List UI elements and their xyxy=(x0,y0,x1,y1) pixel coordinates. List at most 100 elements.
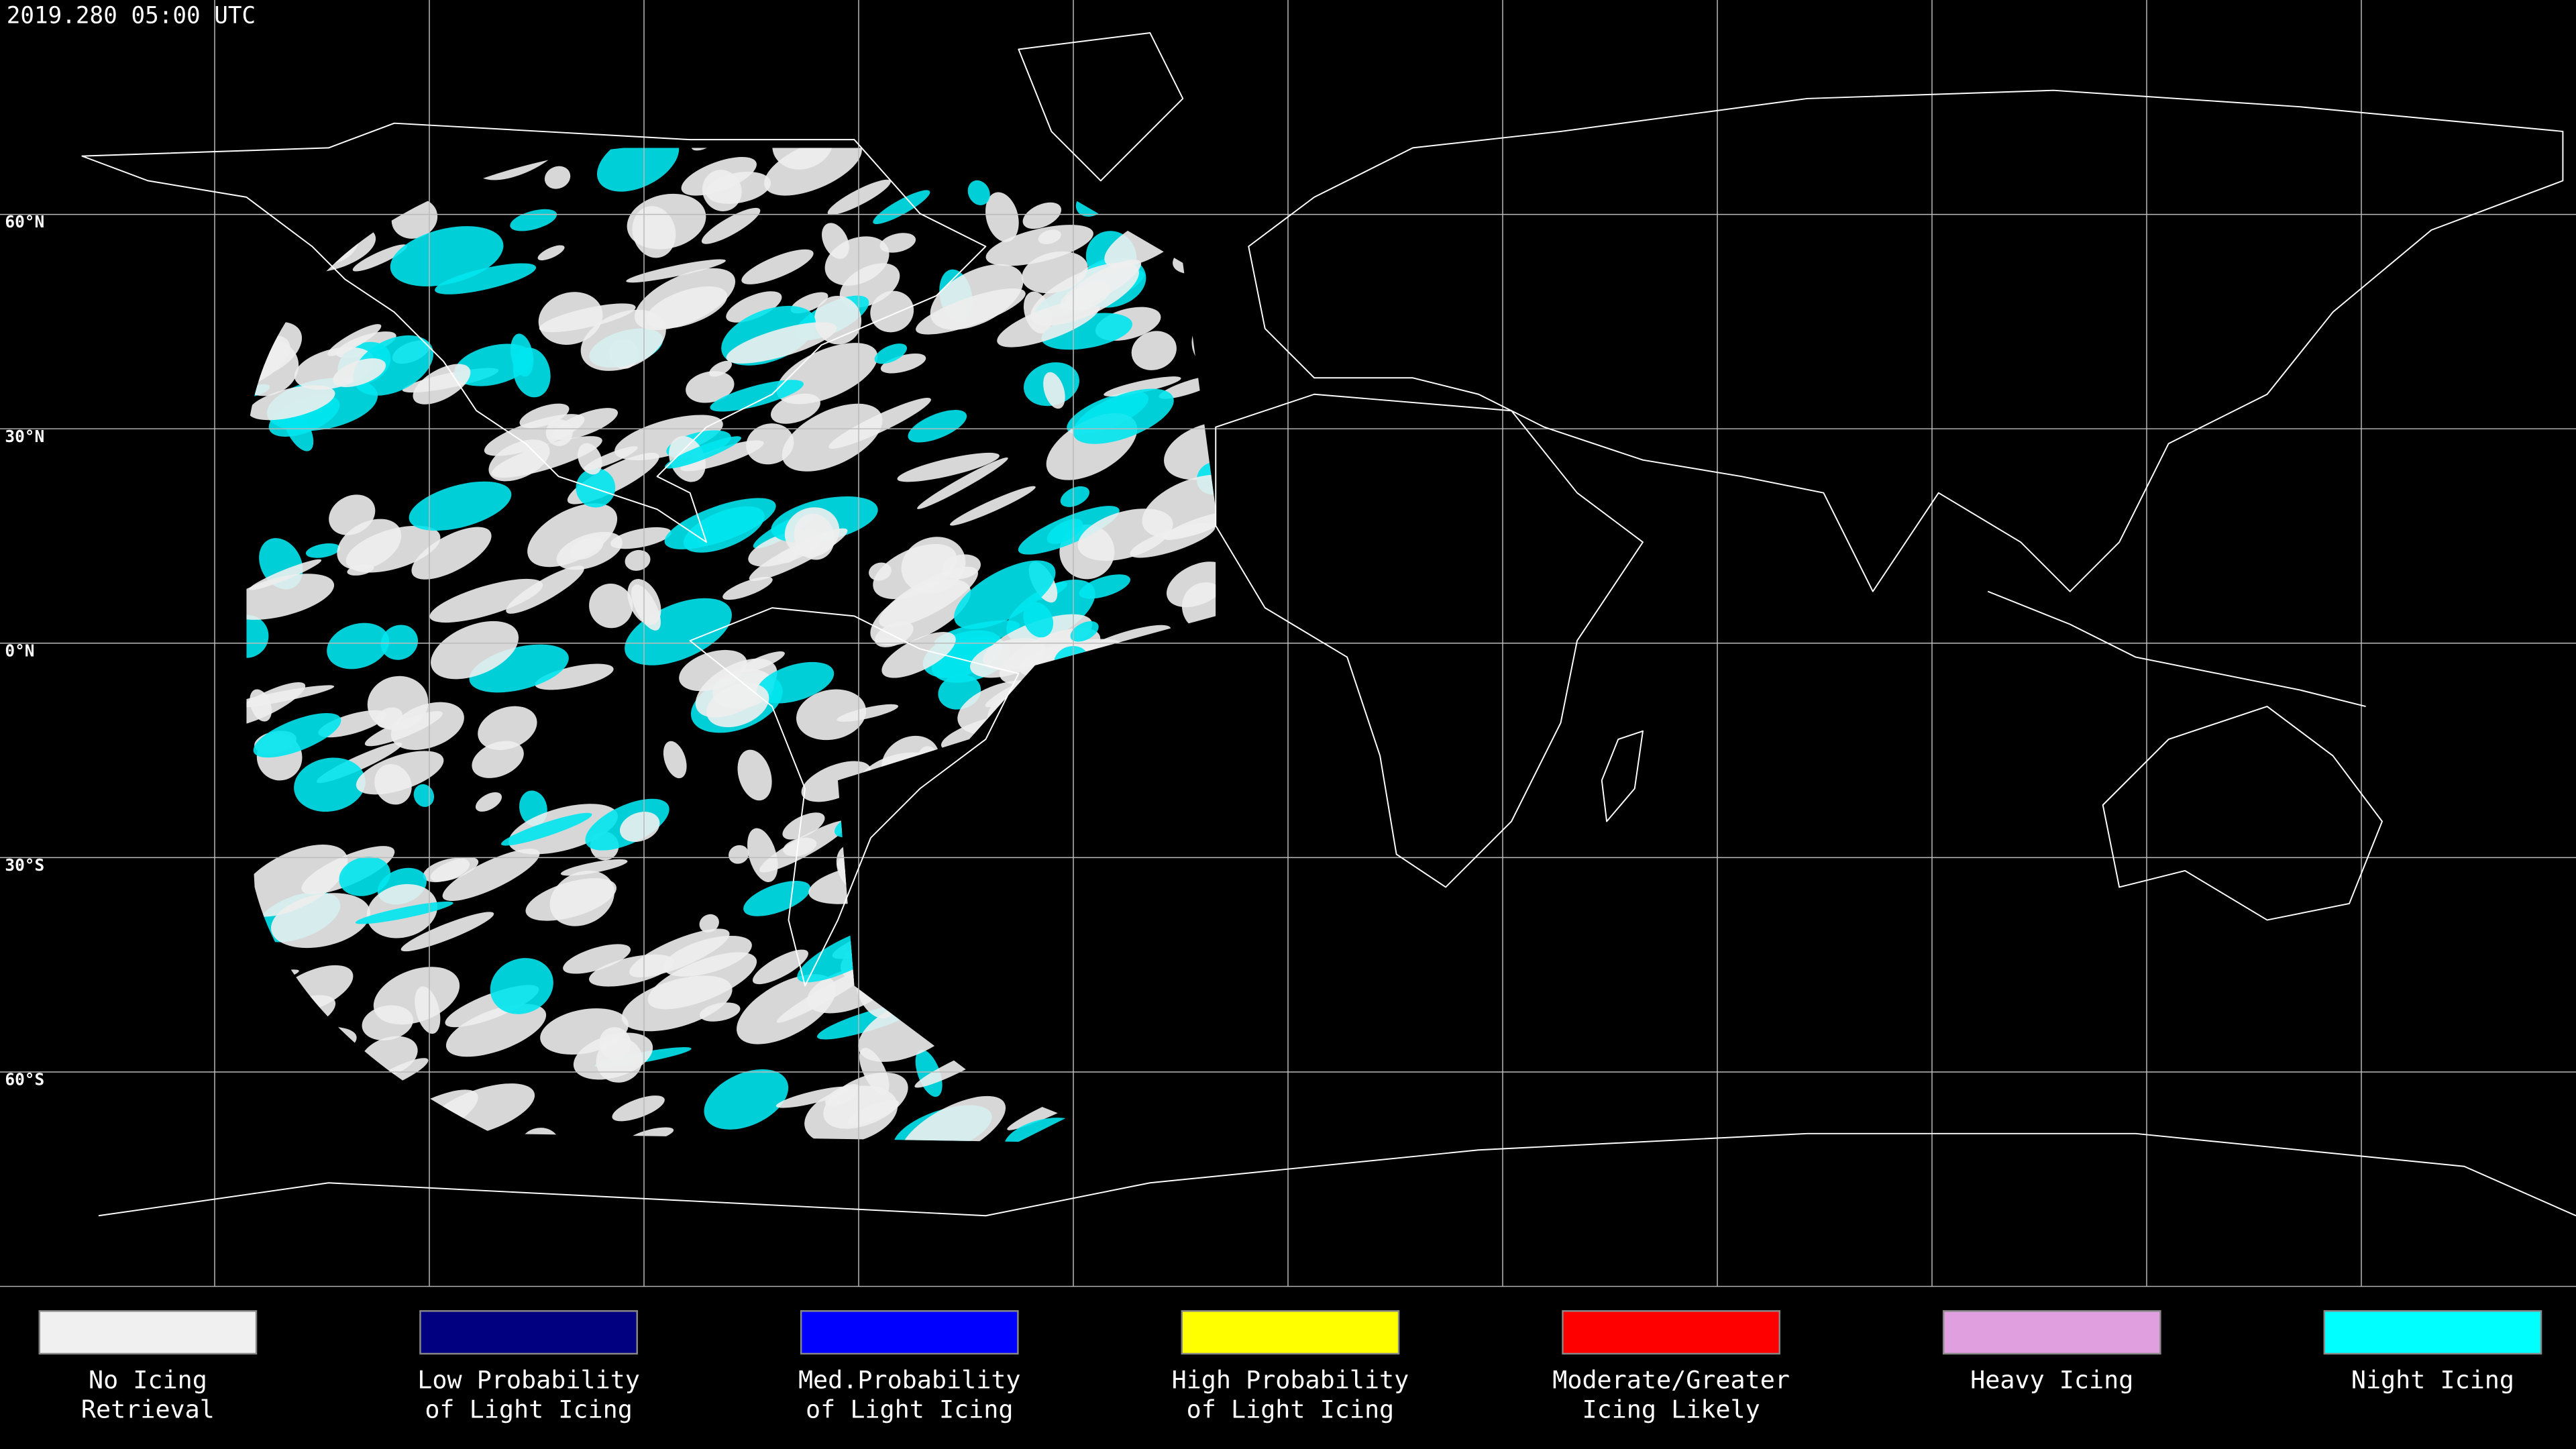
cloud-patch xyxy=(908,410,967,443)
cloud-patch xyxy=(686,371,735,403)
cloud-patch xyxy=(569,537,604,560)
legend-label: No Icing xyxy=(89,1365,207,1394)
latitude-label: 60°S xyxy=(5,1070,44,1089)
cloud-patch xyxy=(680,440,764,472)
coastline xyxy=(1601,730,1644,822)
cloud-patch xyxy=(752,949,808,985)
cloud-patch xyxy=(726,291,782,323)
cloud-patch xyxy=(847,1099,900,1125)
cloud-patch xyxy=(490,958,553,1014)
cloud-patch xyxy=(701,207,761,244)
cloud-patch xyxy=(429,578,543,623)
cloud-patch xyxy=(294,757,366,812)
cloud-patch xyxy=(347,564,374,576)
cloud-patch xyxy=(362,1005,413,1040)
legend-label: of Light Icing xyxy=(425,1395,633,1424)
cloud-patch xyxy=(411,527,492,580)
cloud-patch xyxy=(627,193,706,250)
cloud-patch xyxy=(353,335,434,396)
cloud-patch xyxy=(364,711,443,747)
legend-label: High Probability xyxy=(1172,1365,1409,1394)
cloud-patch xyxy=(1181,582,1216,632)
cloud-patch xyxy=(246,682,306,727)
cloud-patch xyxy=(873,190,930,225)
cloud-patch xyxy=(743,880,811,916)
cloud-patch xyxy=(663,741,687,779)
cloud-patch xyxy=(880,353,926,374)
cloud-patch xyxy=(699,914,719,932)
cloud-patch xyxy=(560,859,628,876)
cloud-patch xyxy=(916,288,1026,335)
cloud-patch xyxy=(626,259,726,283)
legend-swatch xyxy=(419,1310,638,1355)
latitude-label: 0°N xyxy=(5,641,34,660)
cloud-patch xyxy=(665,436,741,469)
cloud-patch xyxy=(355,901,453,924)
cloud-patch xyxy=(415,986,441,1034)
cloud-patch xyxy=(535,663,614,690)
cloud-patch xyxy=(702,170,742,211)
cloud-patch xyxy=(435,263,537,294)
cloud-patch xyxy=(539,303,636,333)
cloud-patch xyxy=(1142,474,1216,539)
cloud-patch xyxy=(647,952,757,1010)
cloud-patch xyxy=(431,621,519,680)
cloud-patch xyxy=(246,614,269,658)
latitude-labels: 60°N 30°N 0°N 30°S 60°S xyxy=(5,212,44,1089)
cloud-patch xyxy=(827,179,891,215)
cloud-patch xyxy=(740,651,785,673)
coastline xyxy=(1248,89,2564,592)
cloud-patch xyxy=(756,661,835,704)
latitude-label: 30°S xyxy=(5,855,44,875)
cloud-patch xyxy=(246,574,335,620)
cloud-patch xyxy=(824,236,890,286)
legend-label: of Light Icing xyxy=(806,1395,1014,1424)
coastline xyxy=(1018,32,1184,182)
cloud-patch xyxy=(796,689,867,741)
cloud-patch xyxy=(900,1095,1006,1142)
cloud-patch xyxy=(1079,574,1130,599)
graticule xyxy=(0,0,2576,1287)
cloud-patch xyxy=(506,566,584,614)
cloud-patch xyxy=(1038,229,1061,245)
cloud-patch xyxy=(589,954,674,987)
latitude-label: 60°N xyxy=(5,212,44,231)
cloud-patch xyxy=(580,309,666,371)
cloud-patch xyxy=(400,912,494,952)
cloud-patch xyxy=(413,364,471,405)
cloud-patch xyxy=(1131,331,1177,370)
cloud-patch xyxy=(1060,486,1089,507)
cloud-patch xyxy=(954,560,1056,629)
cloud-patch xyxy=(704,1069,789,1130)
legend-label: Icing Likely xyxy=(1582,1395,1760,1424)
cloud-patch xyxy=(563,944,631,974)
legend-swatch xyxy=(800,1310,1019,1355)
cloud-patch xyxy=(612,1095,665,1122)
latitude-label: 30°N xyxy=(5,427,44,446)
cloud-patch xyxy=(620,812,660,843)
cloud-patch xyxy=(706,683,769,728)
legend-label: Retrieval xyxy=(81,1395,215,1424)
cloud-patch xyxy=(729,845,749,864)
cloud-patch xyxy=(475,792,502,812)
cloud-patch xyxy=(710,380,804,412)
cloud-patch xyxy=(879,566,978,628)
cloud-patch xyxy=(747,828,778,882)
cloud-patch xyxy=(1060,260,1142,309)
cloud-patch xyxy=(327,623,390,669)
cloud-patch xyxy=(329,494,376,535)
cloud-patch xyxy=(746,423,794,465)
legend-label: Moderate/Greater xyxy=(1552,1365,1790,1394)
cloud-patch xyxy=(782,403,883,472)
cloud-patch xyxy=(576,468,616,508)
cloud-patch xyxy=(527,503,618,568)
cloud-patch xyxy=(770,393,820,424)
coastline xyxy=(1215,393,1644,888)
coastlines xyxy=(81,32,2576,1217)
cloud-patch xyxy=(949,486,1036,526)
cloud-patch xyxy=(356,751,444,795)
cloud-patch xyxy=(500,812,592,846)
legend-swatch xyxy=(38,1310,258,1355)
cloud-patch xyxy=(596,1038,643,1083)
